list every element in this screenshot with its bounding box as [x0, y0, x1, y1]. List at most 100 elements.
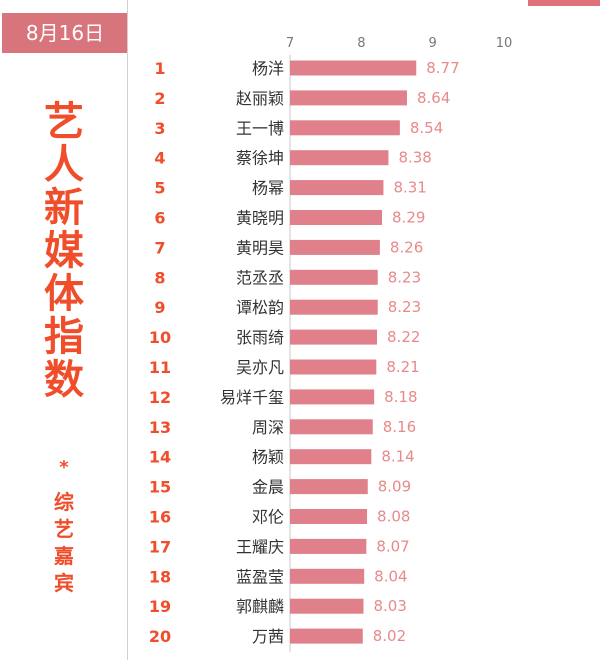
bar: [290, 449, 372, 465]
bar: [290, 180, 384, 196]
value-label: 8.08: [377, 508, 410, 526]
category-label: 吴亦凡: [236, 358, 284, 377]
rank-label: 14: [149, 448, 171, 467]
vertical-title: 艺 人 新 媒 体 指 数: [34, 101, 94, 402]
x-tick-label: 7: [286, 36, 294, 51]
x-tick-label: 9: [429, 36, 437, 51]
rank-label: 5: [154, 179, 165, 198]
rank-label: 6: [154, 209, 165, 228]
bar: [290, 150, 389, 166]
category-label: 杨幂: [252, 179, 284, 198]
title-char: 数: [44, 357, 84, 403]
rank-label: 12: [149, 388, 171, 407]
value-label: 8.03: [373, 597, 406, 615]
value-label: 8.23: [388, 268, 421, 286]
subtitle-char: 宾: [54, 571, 74, 595]
value-label: 8.22: [387, 328, 420, 346]
value-label: 8.14: [381, 448, 414, 466]
category-label: 范丞丞: [236, 268, 284, 287]
bar: [290, 538, 367, 554]
category-label: 王一博: [236, 119, 284, 138]
category-label: 王耀庆: [236, 537, 284, 556]
x-tick-label: 10: [496, 36, 513, 51]
category-label: 郭麒麟: [236, 597, 284, 616]
rank-label: 1: [154, 59, 165, 78]
bar: [290, 628, 363, 644]
rank-label: 7: [154, 238, 165, 257]
value-label: 8.21: [386, 358, 419, 376]
value-label: 8.09: [378, 478, 411, 496]
category-label: 蓝盈莹: [236, 567, 284, 586]
rank-label: 15: [149, 478, 171, 497]
value-label: 8.04: [374, 567, 407, 585]
top-strip-accent: [528, 0, 600, 6]
bar: [290, 90, 407, 106]
title-char: 指: [44, 314, 84, 360]
bar: [290, 269, 378, 285]
subtitle-char: 艺: [54, 517, 74, 541]
category-label: 易烊千玺: [220, 388, 284, 407]
rank-label: 16: [149, 508, 171, 527]
date-badge: 8月16日: [2, 13, 128, 53]
rank-label: 18: [149, 567, 171, 586]
bar: [290, 598, 364, 614]
rank-label: 9: [154, 298, 165, 317]
category-label: 谭松韵: [236, 298, 284, 317]
bar: [290, 419, 373, 435]
category-label: 金晨: [252, 478, 284, 497]
value-label: 8.77: [426, 59, 459, 77]
value-label: 8.23: [388, 298, 421, 316]
category-label: 邓伦: [252, 508, 284, 527]
rank-label: 3: [154, 119, 165, 138]
title-char: 体: [44, 271, 84, 317]
subtitle-char: 综: [54, 490, 74, 514]
bar: [290, 359, 377, 375]
category-label: 杨洋: [252, 59, 284, 78]
x-tick-label: 8: [357, 36, 365, 51]
category-label: 杨颖: [252, 448, 284, 467]
asterisk: *: [59, 457, 69, 478]
category-label: 周深: [252, 418, 284, 437]
title-char: 媒: [44, 228, 84, 274]
bar: [290, 329, 378, 345]
value-label: 8.18: [384, 388, 417, 406]
rank-label: 13: [149, 418, 171, 437]
bar: [290, 479, 368, 495]
chart-area: 7 8 9 10 1 杨洋 8.77 2 赵丽颖 8.64 3 王一博 8.54 4 蔡徐坤 8.38 5 杨幂 8…: [128, 0, 600, 660]
value-label: 8.26: [390, 238, 423, 256]
category-label: 蔡徐坤: [236, 149, 284, 168]
rank-label: 11: [149, 358, 171, 377]
title-char: 人: [44, 142, 84, 188]
bar-chart: 7 8 9 10 1 杨洋 8.77 2 赵丽颖 8.64 3 王一博 8.54 4 蔡徐坤 8.38 5 杨幂 8…: [149, 36, 513, 652]
rank-label: 4: [154, 149, 165, 168]
rank-label: 8: [154, 268, 165, 287]
rank-label: 2: [154, 89, 165, 108]
category-label: 张雨绮: [236, 328, 284, 347]
bar: [290, 568, 365, 584]
title-char: 新: [44, 185, 84, 231]
value-label: 8.54: [410, 119, 443, 137]
value-label: 8.02: [373, 627, 406, 645]
top-strip: [0, 0, 600, 6]
bar: [290, 120, 400, 136]
value-label: 8.07: [376, 537, 409, 555]
rank-label: 19: [149, 597, 171, 616]
bar: [290, 389, 375, 405]
category-label: 黄明昊: [236, 238, 284, 257]
left-panel: 艺 人 新 媒 体 指 数 * 综 艺 嘉 宾: [0, 53, 128, 660]
rank-label: 10: [149, 328, 171, 347]
subtitle-char: 嘉: [54, 544, 74, 568]
value-label: 8.29: [392, 209, 425, 227]
value-label: 8.16: [383, 418, 416, 436]
category-label: 赵丽颖: [236, 89, 284, 108]
bar: [290, 509, 368, 524]
title-char: 艺: [44, 99, 84, 145]
bar: [290, 210, 383, 225]
bar: [290, 239, 380, 255]
divider-line: [127, 0, 128, 660]
value-label: 8.64: [417, 89, 450, 107]
value-label: 8.38: [398, 149, 431, 167]
vertical-subtitle: 综 艺 嘉 宾: [44, 489, 84, 597]
bar: [290, 60, 417, 76]
category-label: 黄晓明: [236, 209, 284, 228]
